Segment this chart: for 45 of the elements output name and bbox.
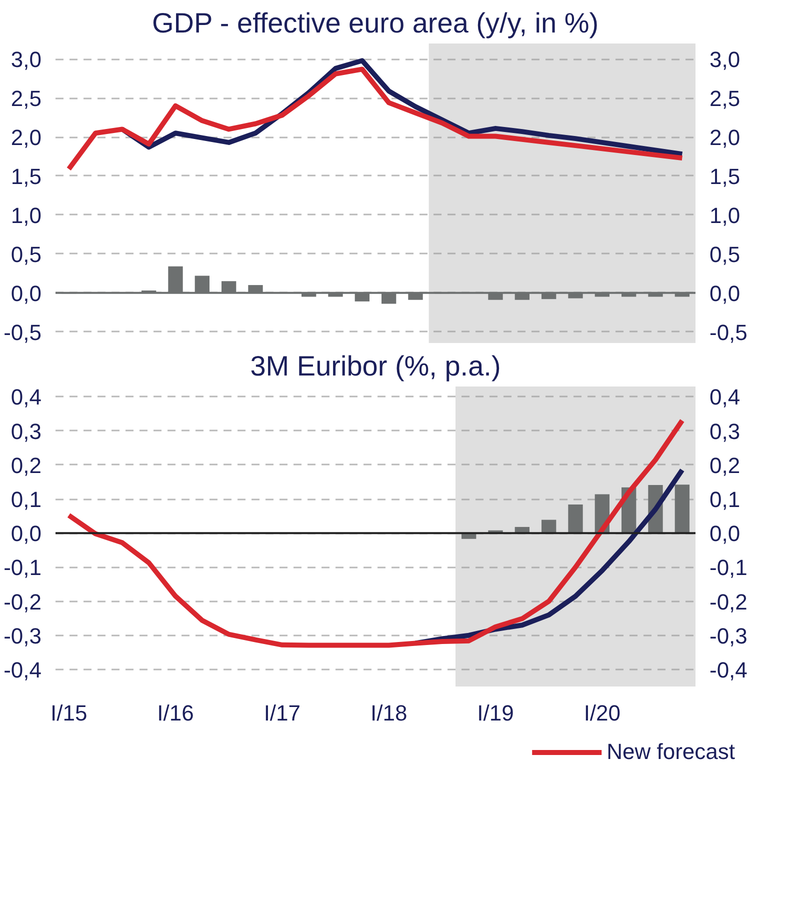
y-tick-label: 0,1 [10, 487, 42, 512]
x-tick-label: I/18 [370, 700, 408, 726]
y2-tick-label: 2,5 [710, 86, 740, 112]
x-tick-label: I/17 [264, 700, 301, 726]
chart-title: 3M Euribor (%, p.a.) [250, 350, 501, 382]
y2-tick-label: 0,0 [710, 521, 740, 546]
y2-tick-label: 1,5 [710, 164, 740, 189]
y2-tick-label: 0,0 [710, 280, 740, 306]
y-tick-label: -0,4 [4, 657, 42, 682]
y2-tick-label: 2,0 [710, 125, 740, 150]
y2-tick-label: 3,0 [710, 47, 740, 72]
legend-label: New forecast [606, 739, 735, 765]
y2-tick-label: 0,5 [710, 242, 740, 267]
y-tick-label: -0,5 [4, 320, 42, 345]
bar [568, 504, 583, 534]
y-tick-label: 0,5 [10, 242, 42, 267]
y2-tick-label: -0,1 [710, 555, 748, 580]
y-tick-label: 2,5 [10, 86, 42, 112]
x-tick-label: I/19 [477, 700, 514, 726]
y-tick-label: -0,2 [4, 589, 42, 614]
x-tick-label: I/16 [157, 700, 194, 726]
y-tick-label: 1,5 [10, 164, 42, 189]
y-tick-label: 0,0 [10, 280, 42, 306]
y2-tick-label: -0,5 [710, 320, 748, 345]
y2-tick-label: -0,4 [710, 657, 748, 682]
x-tick-label: I/15 [50, 700, 88, 726]
y-tick-label: 0,4 [10, 384, 42, 410]
y-tick-label: 2,0 [10, 125, 42, 150]
chart-title: GDP - effective euro area (y/y, in %) [152, 8, 599, 38]
y2-tick-label: -0,3 [710, 623, 748, 648]
y-tick-label: 0,0 [10, 521, 42, 546]
y2-tick-label: 0,4 [710, 384, 740, 410]
y2-tick-label: 0,1 [710, 487, 740, 512]
y2-tick-label: 0,3 [710, 418, 740, 444]
y-tick-label: -0,1 [4, 555, 42, 580]
y-tick-label: 1,0 [10, 202, 42, 228]
y2-tick-label: -0,2 [710, 589, 748, 614]
y2-tick-label: 1,0 [710, 202, 740, 228]
y2-tick-label: 0,2 [710, 452, 740, 478]
bar [674, 484, 690, 534]
x-tick-label: I/20 [584, 700, 621, 726]
y-tick-label: 0,3 [10, 418, 42, 444]
y-tick-label: 3,0 [10, 47, 42, 72]
y-tick-label: 0,2 [10, 452, 42, 478]
y-tick-label: -0,3 [4, 623, 42, 648]
